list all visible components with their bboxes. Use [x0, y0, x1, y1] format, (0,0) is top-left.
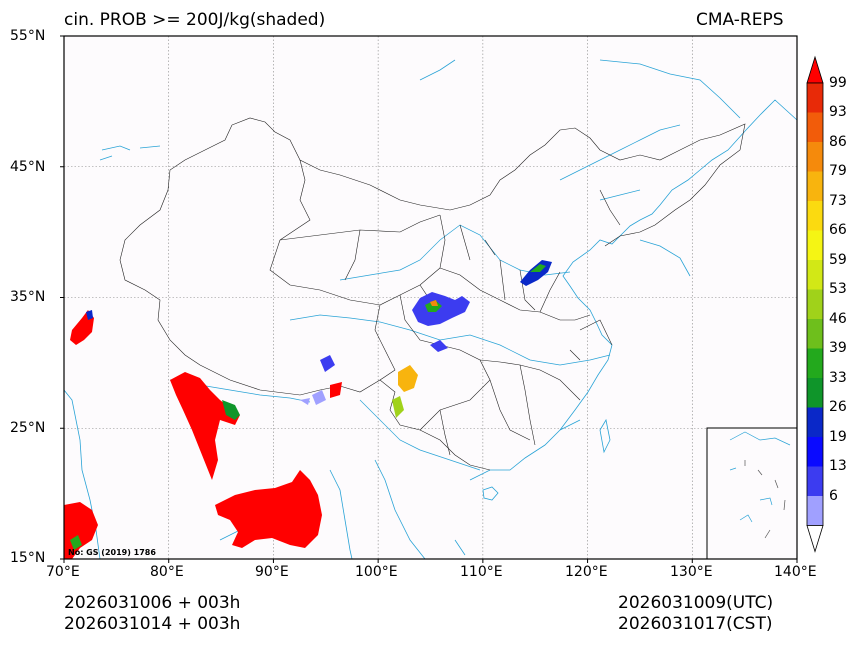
lon-tick-label: 130°E: [670, 564, 713, 580]
colorbar-max-arrow: [806, 55, 824, 84]
colorbar-swatch: [807, 142, 823, 172]
init-time-cst: 2026031014 + 003h: [64, 614, 241, 634]
colorbar-swatch: [807, 201, 823, 231]
colorbar-label: 66: [829, 222, 847, 238]
lon-tick-label: 120°E: [565, 564, 608, 580]
map-review-number: No: GS (2019) 1786: [68, 548, 156, 557]
colorbar-swatch: [807, 466, 823, 496]
colorbar-label: 33: [829, 370, 847, 386]
inset-coastlines: [729, 431, 791, 523]
lon-tick-label: 90°E: [255, 564, 289, 580]
lon-tick-label: 110°E: [460, 564, 503, 580]
colorbar-swatch: [807, 230, 823, 260]
lat-tick-label: 55°N: [10, 28, 46, 44]
lon-tick-label: 140°E: [774, 564, 817, 580]
colorbar-label: 86: [829, 134, 847, 150]
colorbar-swatch: [807, 378, 823, 408]
colorbar-label: 79: [829, 163, 847, 179]
colorbar-label: 39: [829, 340, 847, 356]
valid-time-cst: 2026031017(CST): [618, 614, 773, 634]
colorbar-label: 26: [829, 399, 847, 415]
colorbar-swatch: [807, 437, 823, 467]
colorbar-swatch: [807, 83, 823, 113]
inset-map-frame: [706, 427, 798, 560]
lat-tick-label: 45°N: [10, 159, 46, 175]
probability-shading: [64, 260, 552, 559]
colorbar-label: 93: [829, 104, 847, 120]
colorbar-swatch: [807, 348, 823, 378]
colorbar-label: 59: [829, 252, 847, 268]
lat-tick-label: 35°N: [10, 289, 46, 305]
model-name: CMA-REPS: [696, 10, 784, 30]
colorbar-label: 53: [829, 281, 847, 297]
borders: [119, 117, 746, 471]
init-time-utc: 2026031006 + 003h: [64, 593, 241, 613]
colorbar-swatch: [807, 112, 823, 142]
colorbar-label: 13: [829, 458, 847, 474]
lon-tick-label: 100°E: [355, 564, 398, 580]
colorbar-label: 99: [829, 75, 847, 91]
lat-tick-label: 25°N: [10, 420, 46, 436]
colorbar-label: 46: [829, 311, 847, 327]
colorbar-swatch: [807, 407, 823, 437]
colorbar-label: 19: [829, 429, 847, 445]
valid-time-utc: 2026031009(UTC): [618, 593, 774, 613]
colorbar: [806, 55, 824, 553]
colorbar-min-arrow: [806, 525, 824, 553]
lon-tick-label: 80°E: [150, 564, 184, 580]
colorbar-swatch: [807, 496, 823, 526]
lat-tick-label: 15°N: [10, 550, 46, 566]
colorbar-swatch: [807, 319, 823, 349]
map-title: cin. PROB >= 200J/kg(shaded): [64, 10, 326, 30]
colorbar-swatch: [807, 260, 823, 290]
inset-boundary-dashes: [744, 460, 786, 539]
colorbar-label: 73: [829, 193, 847, 209]
axis-tick-marks: [60, 35, 798, 563]
colorbar-label: 6: [829, 488, 838, 504]
colorbar-swatch: [807, 171, 823, 201]
lon-tick-label: 70°E: [46, 564, 80, 580]
colorbar-swatch: [807, 289, 823, 319]
